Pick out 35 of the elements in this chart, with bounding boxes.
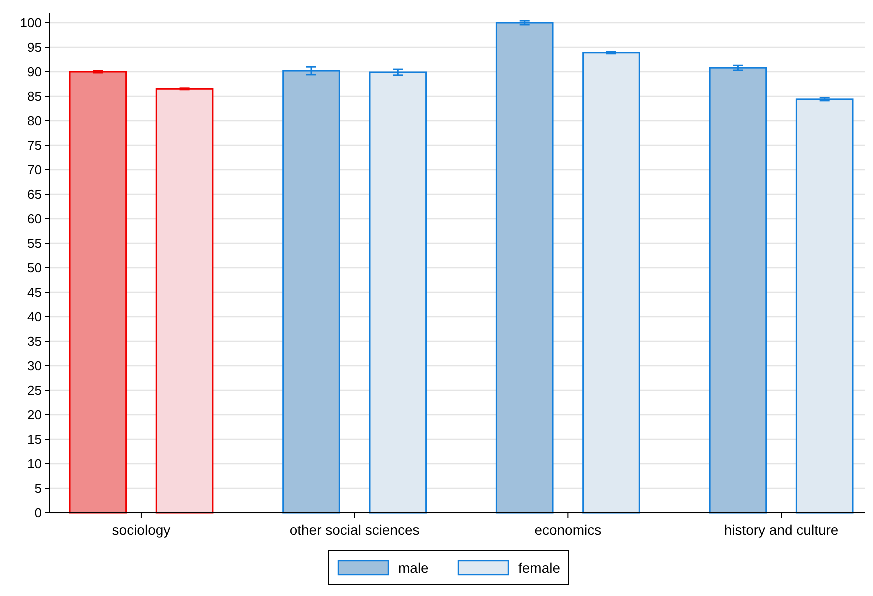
y-tick-label: 50 bbox=[28, 260, 42, 276]
legend-label: female bbox=[518, 560, 561, 576]
x-tick-label: economics bbox=[534, 522, 602, 538]
y-tick-label: 95 bbox=[28, 40, 42, 56]
y-tick-label: 20 bbox=[28, 408, 42, 423]
bar bbox=[156, 88, 214, 514]
y-tick-label: 65 bbox=[28, 187, 42, 202]
y-tick-label: 30 bbox=[28, 358, 42, 374]
y-tick-label: 60 bbox=[28, 212, 42, 227]
x-tick-label: history and culture bbox=[724, 522, 839, 538]
y-tick-label: 25 bbox=[28, 383, 42, 398]
bar bbox=[496, 22, 554, 514]
y-tick-label: 15 bbox=[28, 432, 42, 448]
y-tick-label: 70 bbox=[28, 162, 42, 178]
y-tick-label: 75 bbox=[28, 138, 42, 154]
y-tick-label: 0 bbox=[34, 506, 42, 521]
y-tick-label: 80 bbox=[28, 114, 42, 129]
y-tick-label: 45 bbox=[28, 285, 42, 300]
bar bbox=[69, 71, 128, 514]
bar bbox=[709, 67, 768, 514]
bar bbox=[282, 70, 340, 514]
y-tick-label: 55 bbox=[28, 236, 42, 252]
x-tick-label: sociology bbox=[112, 522, 171, 538]
y-tick-label: 85 bbox=[28, 89, 42, 104]
y-tick-label: 5 bbox=[34, 481, 42, 496]
y-tick-label: 10 bbox=[28, 456, 42, 472]
legend-label: male bbox=[398, 560, 430, 576]
bar bbox=[369, 72, 428, 514]
y-tick-label: 35 bbox=[28, 334, 42, 350]
bar bbox=[796, 98, 854, 514]
y-tick-label: 90 bbox=[28, 64, 42, 80]
bar bbox=[582, 52, 640, 514]
y-tick-label: 100 bbox=[20, 16, 42, 31]
y-tick-label: 40 bbox=[28, 310, 42, 325]
x-tick-label: other social sciences bbox=[290, 522, 420, 538]
